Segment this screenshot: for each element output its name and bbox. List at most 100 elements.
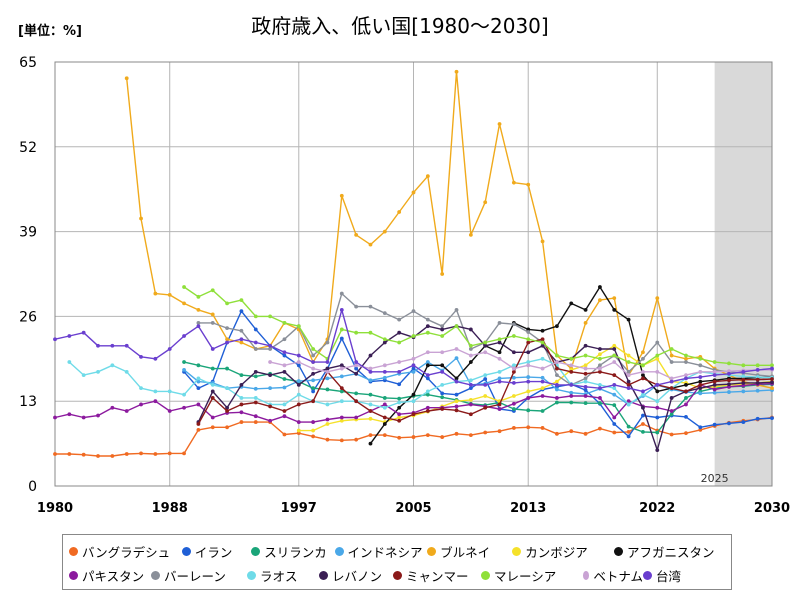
data-point — [511, 426, 516, 430]
data-point — [698, 375, 703, 379]
y-tick-label: 26 — [19, 309, 37, 325]
data-point — [555, 396, 559, 400]
data-point — [368, 392, 373, 397]
data-point — [411, 435, 416, 439]
legend-item: 台湾 — [643, 566, 703, 585]
legend-label: ベトナム — [593, 568, 643, 584]
data-point — [325, 422, 330, 426]
data-point — [225, 425, 229, 430]
data-point — [339, 415, 344, 420]
data-point — [354, 399, 359, 404]
data-point — [555, 387, 559, 392]
data-point — [655, 369, 660, 374]
data-point — [598, 426, 602, 431]
data-point — [382, 340, 387, 345]
data-point — [712, 422, 717, 427]
data-point — [684, 414, 688, 419]
data-point — [124, 76, 129, 81]
data-point — [382, 378, 387, 383]
data-point — [382, 433, 387, 438]
data-point — [641, 389, 645, 394]
data-point — [96, 343, 100, 348]
data-point — [712, 373, 717, 378]
data-point — [67, 360, 72, 364]
data-point — [497, 356, 502, 361]
data-point — [425, 376, 430, 381]
data-point — [755, 416, 760, 421]
data-point — [339, 366, 344, 371]
data-point — [253, 340, 258, 345]
data-point — [296, 324, 301, 329]
data-point — [253, 347, 258, 351]
data-point — [483, 350, 488, 355]
data-point — [382, 337, 387, 342]
x-tick-label: 2030 — [754, 501, 790, 516]
series-line — [183, 361, 773, 434]
data-point — [397, 340, 402, 345]
data-point — [698, 363, 703, 368]
data-point — [555, 360, 559, 364]
data-point — [540, 328, 545, 333]
data-point — [182, 301, 186, 306]
x-tick-label: 1997 — [281, 501, 317, 516]
data-point — [239, 298, 244, 302]
data-point — [368, 304, 373, 309]
data-point — [268, 404, 272, 409]
data-point — [598, 396, 602, 400]
data-point — [368, 369, 373, 374]
data-point — [526, 330, 531, 334]
data-point — [81, 330, 86, 335]
data-point — [612, 353, 617, 358]
legend-marker-icon — [247, 570, 256, 580]
data-point — [468, 412, 473, 417]
data-point — [583, 366, 588, 371]
data-point — [741, 374, 746, 379]
legend-row: バングラデシュ イラン スリランカ インドネシア ブルネイ カンボジア アフガニスタン — [69, 539, 725, 563]
data-point — [626, 386, 631, 391]
data-point — [626, 373, 631, 378]
data-point — [239, 396, 244, 400]
legend-marker-icon — [393, 570, 402, 580]
data-point — [239, 373, 244, 378]
legend-item: ブルネイ — [427, 542, 512, 561]
data-point — [540, 340, 545, 345]
data-point — [626, 429, 631, 434]
plot-border — [54, 61, 773, 487]
data-point — [225, 409, 229, 413]
data-point — [325, 376, 330, 381]
data-point — [311, 434, 316, 439]
data-point — [540, 379, 545, 384]
data-point — [196, 307, 201, 312]
data-point — [454, 408, 459, 413]
data-point — [382, 402, 387, 407]
data-point — [411, 366, 416, 371]
data-point — [425, 373, 430, 378]
data-point — [511, 375, 516, 380]
data-point — [339, 389, 344, 394]
data-point — [612, 386, 617, 391]
data-point — [598, 298, 602, 302]
data-point — [196, 379, 201, 384]
data-point — [583, 353, 588, 358]
data-point — [325, 369, 330, 374]
data-point — [684, 376, 688, 381]
data-point — [210, 425, 215, 430]
data-point — [770, 366, 774, 371]
y-tick-label: 65 — [19, 55, 37, 71]
data-point — [282, 414, 287, 419]
data-point — [526, 375, 531, 379]
data-point — [296, 431, 301, 436]
data-point — [339, 418, 344, 423]
data-point — [397, 360, 402, 364]
data-point — [425, 317, 430, 322]
legend-marker-icon — [334, 546, 344, 556]
data-point — [698, 428, 703, 432]
data-point — [698, 386, 703, 391]
data-point — [382, 375, 387, 380]
data-point — [354, 415, 359, 420]
data-point — [139, 216, 143, 221]
data-point — [583, 363, 588, 368]
data-point — [368, 402, 373, 407]
series-line — [183, 286, 772, 366]
data-point — [526, 363, 531, 368]
